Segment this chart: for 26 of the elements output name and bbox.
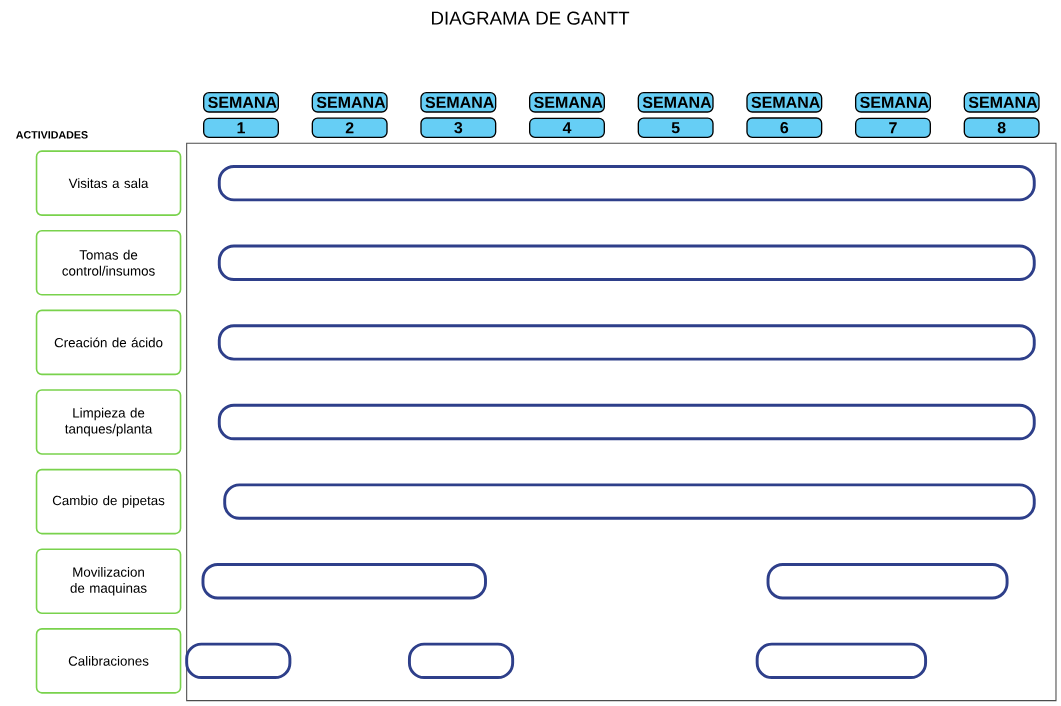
text: SEMANA xyxy=(968,96,1038,108)
text: SEMANA xyxy=(425,96,494,108)
x-tick-label: 3 xyxy=(454,121,463,134)
bar xyxy=(766,563,1009,600)
y-axis-title: ACTIVIDADES xyxy=(16,131,88,139)
text: SEMANA xyxy=(751,96,820,108)
text: SEMANA xyxy=(316,96,386,108)
y-tick-label: Visitas a sala xyxy=(68,178,149,189)
x-tick-label: 5 xyxy=(671,122,680,134)
text: SEMANA xyxy=(208,96,277,108)
x-tick-label: 4 xyxy=(562,122,572,134)
y-tick-label: Limpieza de tanques/planta xyxy=(65,407,153,437)
y-tick-label: Calibraciones xyxy=(68,655,149,666)
x-tick-label: 6 xyxy=(780,122,789,134)
x-tick-label: 1 xyxy=(237,122,245,134)
text: SEMANA xyxy=(642,96,712,108)
y-tick-label: Tomas de control/insumos xyxy=(62,249,155,276)
text: SEMANA xyxy=(534,96,603,108)
x-tick-label: 2 xyxy=(345,122,354,134)
chart-title: DIAGRAMA DE GANTT xyxy=(432,11,630,25)
y-tick-label: Creación de ácido xyxy=(54,337,163,348)
x-tick-label: 7 xyxy=(889,122,897,134)
x-tick-label: 8 xyxy=(997,122,1006,134)
y-tick-label: Movilizacion de maquinas xyxy=(70,567,147,596)
text: SEMANA xyxy=(860,96,929,108)
y-tick-label: Cambio de pipetas xyxy=(52,495,165,508)
